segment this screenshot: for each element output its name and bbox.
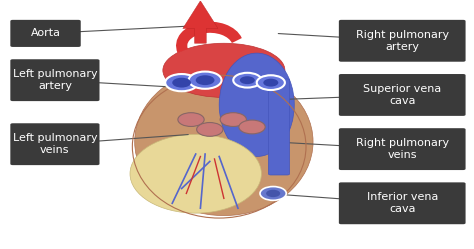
FancyBboxPatch shape	[10, 59, 100, 101]
Circle shape	[196, 75, 215, 85]
Circle shape	[197, 123, 223, 136]
Ellipse shape	[135, 68, 313, 216]
Circle shape	[178, 113, 204, 126]
Ellipse shape	[130, 134, 262, 213]
Circle shape	[257, 75, 285, 90]
Circle shape	[266, 190, 280, 197]
Text: Aorta: Aorta	[30, 28, 61, 38]
Ellipse shape	[219, 53, 294, 157]
Circle shape	[220, 113, 246, 126]
FancyBboxPatch shape	[339, 74, 465, 116]
FancyBboxPatch shape	[339, 182, 465, 224]
Circle shape	[233, 73, 262, 88]
FancyBboxPatch shape	[268, 79, 290, 175]
Circle shape	[263, 79, 278, 87]
Circle shape	[260, 187, 286, 200]
Text: Left pulmonary
artery: Left pulmonary artery	[13, 69, 97, 91]
Text: Right pulmonary
veins: Right pulmonary veins	[356, 138, 449, 160]
FancyBboxPatch shape	[10, 20, 81, 47]
Circle shape	[240, 76, 255, 84]
Text: Right pulmonary
artery: Right pulmonary artery	[356, 30, 449, 52]
FancyBboxPatch shape	[10, 123, 100, 165]
Text: Superior vena
cava: Superior vena cava	[363, 84, 441, 106]
Text: Inferior vena
cava: Inferior vena cava	[366, 192, 438, 214]
Ellipse shape	[163, 43, 285, 97]
Circle shape	[172, 78, 191, 88]
Circle shape	[189, 71, 221, 89]
Circle shape	[165, 74, 198, 91]
FancyBboxPatch shape	[339, 128, 465, 170]
Text: Left pulmonary
veins: Left pulmonary veins	[13, 133, 97, 155]
Circle shape	[239, 120, 265, 134]
FancyArrow shape	[183, 1, 218, 43]
FancyBboxPatch shape	[339, 20, 465, 62]
